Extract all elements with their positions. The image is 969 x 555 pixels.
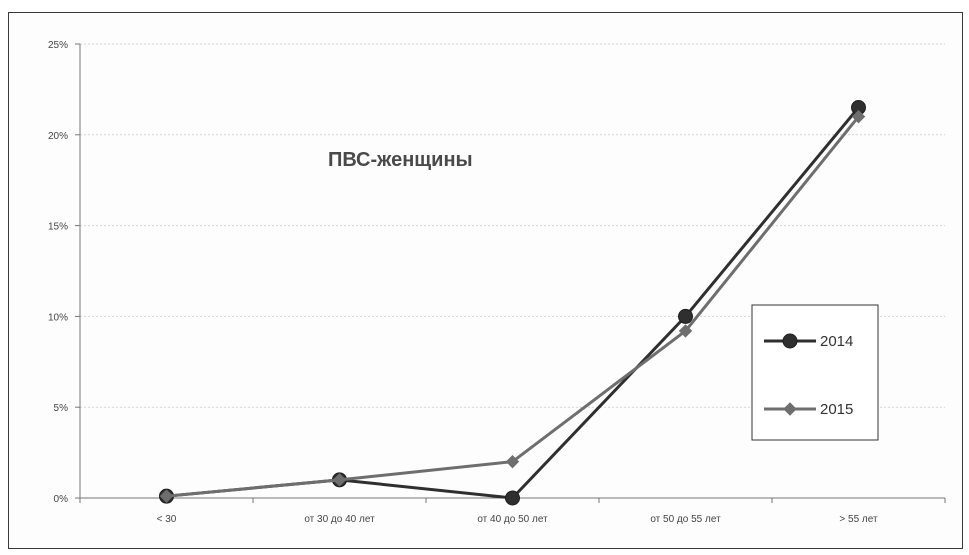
x-tick-label: от 30 до 40 лет (304, 514, 375, 525)
x-tick-label: от 50 до 55 лет (650, 514, 721, 525)
chart-frame (8, 12, 963, 549)
legend-label: 2014 (820, 333, 853, 350)
x-tick-label: < 30 (157, 514, 177, 525)
y-tick-label: 20% (48, 131, 68, 142)
data-point (678, 308, 693, 324)
y-tick-label: 10% (48, 312, 68, 323)
series (159, 100, 866, 506)
legend-label: 2015 (820, 401, 853, 418)
x-tick-label: от 40 до 50 лет (477, 514, 548, 525)
data-point (332, 473, 347, 487)
x-tick-labels: < 30 от 30 до 40 лет от 40 до 50 лет от 50 … (79, 498, 946, 525)
legend-marker (782, 333, 798, 349)
data-point (505, 490, 520, 506)
chart-title: ПВС-женщины (328, 149, 473, 171)
y-tick-labels: 0% 5% 10% 15% 20% 25% (48, 40, 68, 505)
legend-item-2014: 2014 (764, 333, 853, 350)
x-tick-label: > 55 лет (839, 514, 878, 525)
y-tick-label: 15% (48, 222, 68, 233)
legend-item-2015: 2015 (764, 401, 853, 418)
y-tick-label: 5% (54, 403, 69, 414)
legend: 2014 2015 (751, 304, 879, 441)
data-point (505, 454, 520, 469)
data-point (678, 324, 693, 338)
data-point (851, 109, 866, 124)
data-point (159, 489, 174, 503)
series-2014 (159, 100, 866, 506)
y-tick-label: 0% (54, 494, 69, 505)
y-tick-label: 25% (48, 40, 68, 51)
legend-marker (783, 402, 797, 416)
legend-box (751, 304, 879, 441)
series-2015 (159, 109, 866, 503)
